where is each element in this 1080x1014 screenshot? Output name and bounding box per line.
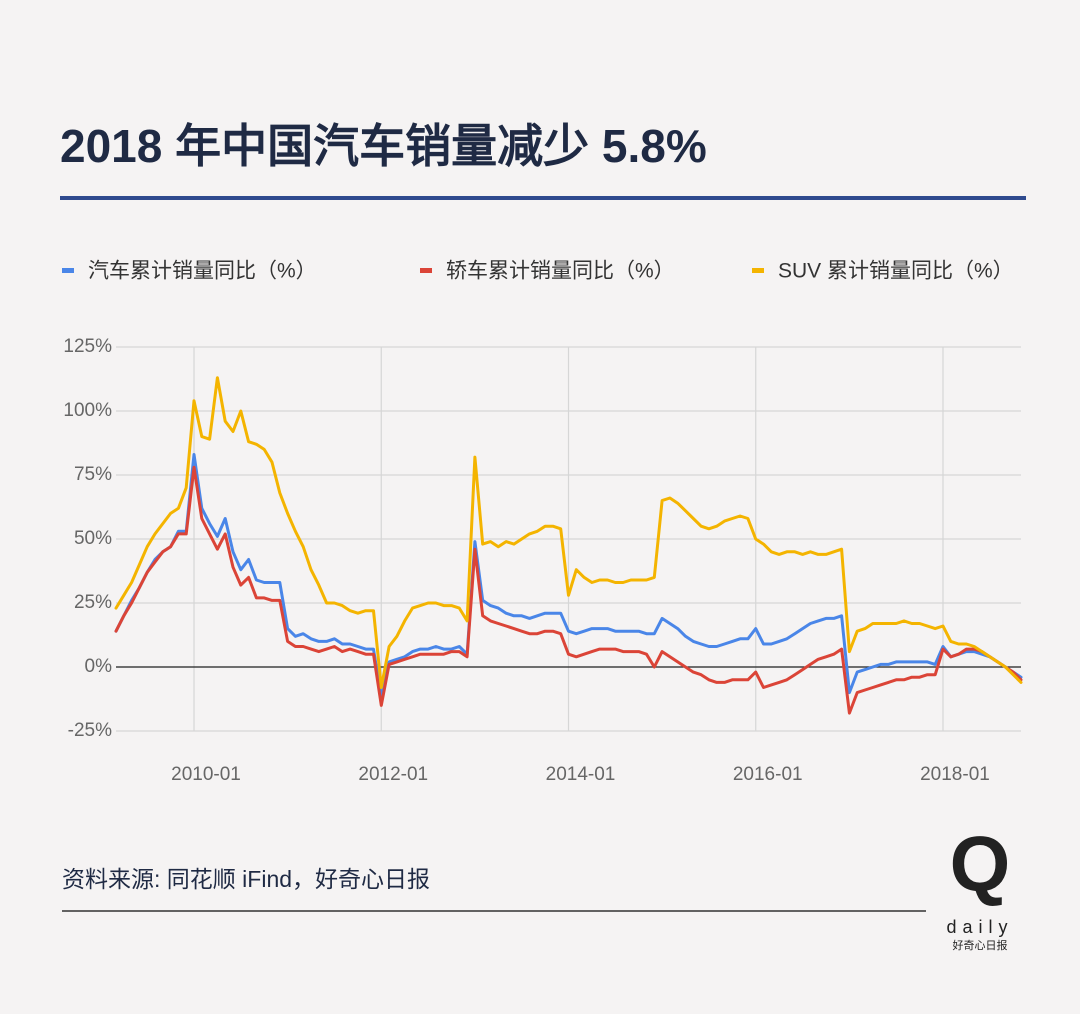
x-tick-label: 2016-01 — [733, 764, 803, 785]
legend-swatch — [62, 268, 74, 273]
legend-label: SUV 累计销量同比（%） — [778, 260, 1014, 283]
series-line — [114, 453, 1023, 700]
title-rule — [60, 196, 1026, 200]
chart-title: 2018 年中国汽车销量减少 5.8% — [60, 120, 707, 172]
x-tick-label: 2010-01 — [171, 764, 241, 785]
y-tick-label: 25% — [74, 592, 112, 613]
x-tick-label: 2018-01 — [920, 764, 990, 785]
y-tick-label: 50% — [74, 528, 112, 549]
series-line — [114, 465, 1023, 715]
logo-word: daily — [946, 917, 1013, 937]
y-tick-label: 100% — [63, 400, 112, 421]
legend-swatch — [420, 268, 432, 273]
logo-mark: Q — [950, 820, 1011, 908]
y-tick-label: 75% — [74, 464, 112, 485]
logo-name: 好奇心日报 — [953, 938, 1008, 952]
y-tick-label: -25% — [68, 720, 112, 741]
source-note: 资料来源: 同花顺 iFind，好奇心日报 — [62, 866, 430, 892]
x-tick-label: 2012-01 — [358, 764, 428, 785]
legend-label: 轿车累计销量同比（%） — [446, 260, 675, 283]
legend-swatch — [752, 268, 764, 273]
x-tick-label: 2014-01 — [546, 764, 616, 785]
y-tick-label: 125% — [63, 336, 112, 357]
y-tick-label: 0% — [85, 656, 113, 677]
legend-label: 汽车累计销量同比（%） — [88, 260, 317, 283]
series-line — [114, 376, 1023, 689]
